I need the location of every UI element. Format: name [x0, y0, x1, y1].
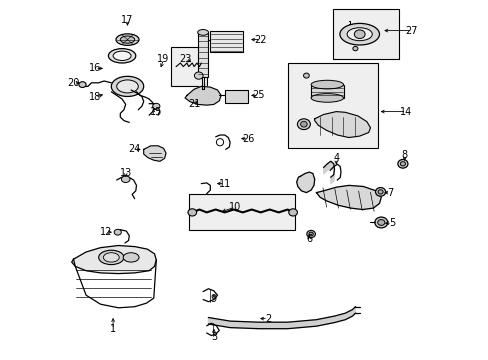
Ellipse shape [377, 190, 382, 194]
Text: 1: 1 [110, 324, 116, 334]
Ellipse shape [310, 94, 343, 102]
Ellipse shape [187, 209, 196, 216]
Ellipse shape [111, 76, 143, 96]
Text: 21: 21 [187, 99, 200, 109]
Text: 13: 13 [120, 168, 132, 178]
Ellipse shape [397, 159, 407, 168]
Text: 7: 7 [386, 188, 393, 198]
Polygon shape [314, 112, 370, 138]
Ellipse shape [120, 36, 134, 43]
Polygon shape [72, 246, 156, 274]
Bar [210, 31, 242, 52]
Polygon shape [185, 86, 221, 105]
Ellipse shape [354, 30, 365, 39]
Text: 17: 17 [121, 15, 133, 25]
Ellipse shape [377, 220, 384, 225]
Text: 4: 4 [332, 153, 339, 163]
Ellipse shape [117, 80, 138, 93]
Polygon shape [323, 161, 334, 184]
Ellipse shape [197, 30, 208, 35]
Polygon shape [316, 185, 381, 210]
Ellipse shape [79, 82, 86, 87]
Ellipse shape [339, 23, 379, 45]
Ellipse shape [99, 250, 123, 265]
Text: 20: 20 [67, 78, 80, 88]
Text: 6: 6 [305, 234, 312, 244]
Ellipse shape [116, 34, 139, 45]
Text: 9: 9 [210, 294, 217, 304]
Polygon shape [296, 172, 314, 193]
Bar [310, 85, 343, 98]
Ellipse shape [103, 253, 119, 262]
Ellipse shape [375, 188, 385, 196]
Text: 12: 12 [100, 227, 112, 237]
Text: 16: 16 [89, 63, 101, 73]
Text: 18: 18 [89, 92, 101, 102]
Text: 25: 25 [252, 90, 264, 100]
Text: 14: 14 [400, 107, 412, 117]
Ellipse shape [108, 49, 136, 63]
Text: 23: 23 [179, 54, 191, 64]
Text: 2: 2 [264, 314, 270, 324]
Ellipse shape [123, 253, 139, 262]
Polygon shape [143, 146, 166, 161]
Text: 19: 19 [157, 54, 169, 64]
Text: 27: 27 [405, 26, 417, 36]
Ellipse shape [288, 209, 297, 216]
Ellipse shape [297, 119, 310, 130]
Bar [197, 32, 208, 77]
Text: 5: 5 [388, 218, 394, 228]
Ellipse shape [352, 46, 357, 51]
Ellipse shape [303, 73, 309, 78]
Ellipse shape [374, 217, 387, 228]
Text: 8: 8 [401, 150, 407, 160]
Ellipse shape [310, 80, 343, 89]
Bar [188, 194, 294, 230]
Text: 26: 26 [242, 134, 254, 144]
Text: 22: 22 [254, 35, 266, 45]
Ellipse shape [152, 103, 160, 109]
Text: 15: 15 [150, 107, 162, 117]
Ellipse shape [114, 229, 121, 235]
Polygon shape [208, 307, 355, 329]
Bar [170, 47, 206, 86]
Ellipse shape [194, 72, 203, 79]
Text: 3: 3 [210, 332, 217, 342]
Bar [332, 9, 399, 59]
Ellipse shape [300, 121, 306, 127]
Text: 11: 11 [218, 179, 230, 189]
Ellipse shape [306, 230, 315, 238]
Ellipse shape [113, 51, 131, 60]
Ellipse shape [400, 162, 405, 166]
Ellipse shape [121, 176, 130, 183]
Bar [224, 90, 247, 103]
Bar [287, 63, 377, 148]
Text: 24: 24 [128, 144, 141, 154]
Ellipse shape [346, 28, 371, 41]
Ellipse shape [308, 232, 313, 236]
Text: 10: 10 [229, 202, 241, 212]
